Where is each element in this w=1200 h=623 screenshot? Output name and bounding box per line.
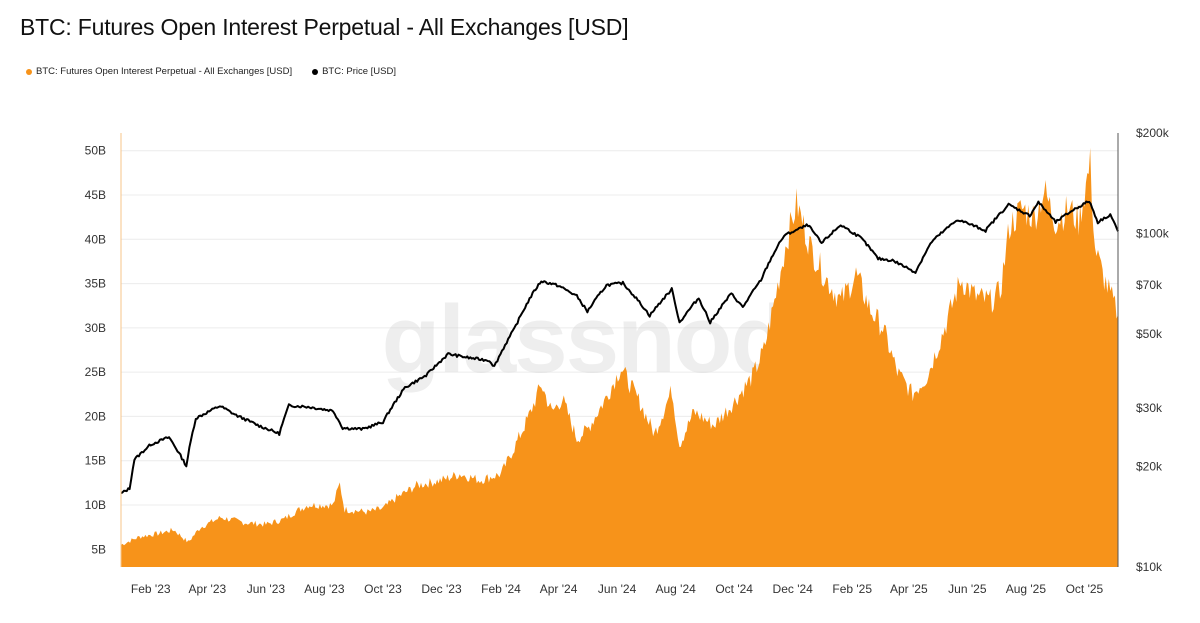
x-tick-label: Oct '24: [715, 582, 753, 596]
y-left-tick-label: 50B: [85, 144, 106, 158]
legend-label-open-interest: BTC: Futures Open Interest Perpetual - A…: [36, 66, 293, 77]
y-left-tick-label: 40B: [85, 232, 106, 246]
y-right-tick-label: $30k: [1136, 401, 1163, 415]
y-left-tick-label: 30B: [85, 321, 106, 335]
x-tick-label: Oct '23: [364, 582, 402, 596]
y-right-axis: $10k $20k $30k $50k $70k $100k $200k: [1136, 126, 1170, 574]
x-tick-label: Oct '25: [1066, 582, 1104, 596]
x-tick-label: Aug '23: [304, 582, 345, 596]
legend-label-price: BTC: Price [USD]: [322, 66, 396, 77]
x-tick-label: Aug '25: [1006, 582, 1047, 596]
y-right-tick-label: $50k: [1136, 327, 1163, 341]
x-tick-label: Aug '24: [655, 582, 696, 596]
x-tick-label: Feb '23: [131, 582, 171, 596]
x-axis: Feb '23 Apr '23 Jun '23 Aug '23 Oct '23 Dec '…: [131, 582, 1104, 596]
x-tick-label: Apr '24: [540, 582, 578, 596]
x-tick-label: Apr '23: [189, 582, 227, 596]
y-right-tick-label: $100k: [1136, 226, 1170, 240]
legend: BTC: Futures Open Interest Perpetual - A…: [26, 66, 396, 77]
x-tick-label: Feb '25: [832, 582, 872, 596]
y-right-tick-label: $10k: [1136, 560, 1163, 574]
legend-swatch-price: [312, 68, 319, 75]
open-interest-area: [121, 147, 1118, 567]
legend-item-open-interest[interactable]: BTC: Futures Open Interest Perpetual - A…: [26, 66, 292, 77]
x-tick-label: Feb '24: [481, 582, 521, 596]
y-right-tick-label: $70k: [1136, 278, 1163, 292]
x-tick-label: Dec '23: [421, 582, 462, 596]
chart-title: BTC: Futures Open Interest Perpetual - A…: [20, 14, 629, 40]
y-left-tick-label: 25B: [85, 365, 106, 379]
x-tick-label: Jun '25: [948, 582, 987, 596]
y-left-tick-label: 10B: [85, 498, 106, 512]
x-tick-label: Dec '24: [773, 582, 814, 596]
y-left-tick-label: 5B: [91, 542, 106, 556]
legend-swatch-open-interest: [26, 68, 32, 75]
price-line: [120, 200, 1119, 494]
y-left-tick-label: 15B: [85, 454, 106, 468]
y-left-tick-label: 35B: [85, 277, 106, 291]
legend-item-price[interactable]: BTC: Price [USD]: [312, 66, 396, 77]
y-left-tick-label: 20B: [85, 409, 106, 423]
y-left-tick-label: 45B: [85, 188, 106, 202]
x-tick-label: Jun '23: [247, 582, 286, 596]
x-tick-label: Jun '24: [598, 582, 637, 596]
y-right-tick-label: $20k: [1136, 460, 1163, 474]
x-tick-label: Apr '25: [890, 582, 928, 596]
y-right-tick-label: $200k: [1136, 126, 1170, 140]
